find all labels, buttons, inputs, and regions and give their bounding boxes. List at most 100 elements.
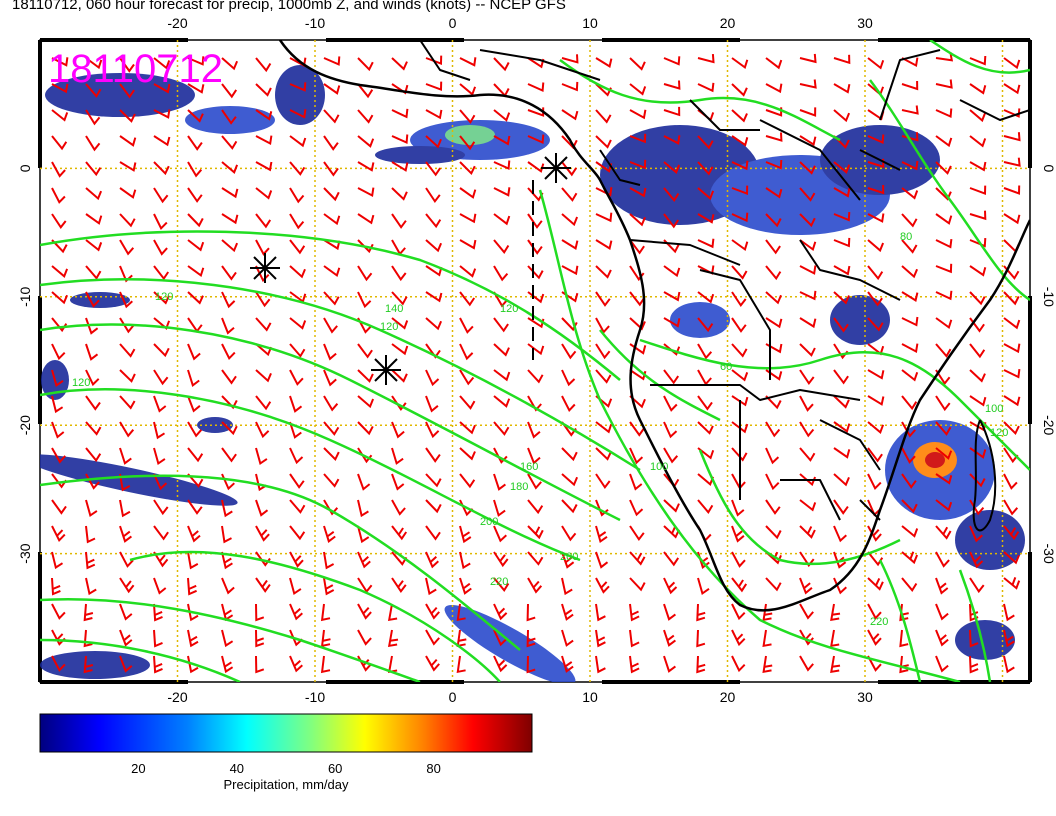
wind-barb xyxy=(969,655,979,674)
wind-barb xyxy=(663,106,681,117)
wind-barb xyxy=(119,395,136,410)
wind-barb xyxy=(867,184,885,195)
wind-barb xyxy=(187,161,203,178)
wind-barb xyxy=(526,603,536,622)
wind-barb xyxy=(85,83,102,98)
wind-barb xyxy=(935,369,951,386)
wind-barb xyxy=(561,81,579,92)
wind-barb xyxy=(357,57,374,72)
wind-barb xyxy=(221,499,233,518)
wind-barb xyxy=(731,212,749,223)
lon-tick-label-bottom: -20 xyxy=(167,689,187,705)
wind-barb xyxy=(629,655,640,674)
wind-barb xyxy=(153,57,171,70)
wind-barb xyxy=(289,473,305,489)
wind-barb xyxy=(119,161,137,172)
wind-barb xyxy=(323,369,337,387)
wind-barb xyxy=(629,265,645,282)
wind-barb xyxy=(391,265,407,282)
wind-barb xyxy=(663,629,676,647)
wind-barb xyxy=(425,473,442,488)
wind-barb xyxy=(969,369,986,383)
wind-barb xyxy=(119,473,131,492)
wind-barb xyxy=(527,239,543,255)
wind-barb xyxy=(799,447,816,462)
wind-barb xyxy=(969,185,987,196)
wind-barb xyxy=(799,187,816,202)
wind-barb xyxy=(935,655,949,673)
wind-barb xyxy=(459,421,476,435)
wind-barb xyxy=(1003,473,1018,490)
wind-barb xyxy=(527,369,544,384)
wind-barb xyxy=(51,447,66,464)
wind-barb xyxy=(969,135,987,148)
wind-barb xyxy=(527,447,541,465)
wind-barb xyxy=(85,265,102,280)
wind-barb xyxy=(493,213,511,226)
wind-barb xyxy=(1003,603,1015,622)
wind-barb xyxy=(799,161,816,175)
wind-barb xyxy=(527,213,543,229)
wind-barb xyxy=(833,369,849,385)
wind-barb xyxy=(799,499,817,512)
contour-label: 60 xyxy=(720,361,732,373)
wind-barb xyxy=(221,109,237,125)
wind-barb xyxy=(459,57,477,67)
wind-barb xyxy=(765,187,783,199)
wind-barb xyxy=(289,577,302,596)
wind-barb xyxy=(595,499,609,517)
wind-barb xyxy=(255,265,270,283)
wind-barb xyxy=(289,317,307,330)
wind-barb xyxy=(833,237,851,248)
wind-barb xyxy=(901,395,918,411)
wind-barb xyxy=(901,577,918,593)
wind-barb xyxy=(289,395,303,413)
wind-barb xyxy=(867,421,885,434)
lon-tick-label-top: 30 xyxy=(857,15,873,31)
asterisk-marker-icon xyxy=(250,253,280,283)
wind-barb xyxy=(153,369,169,386)
wind-barb xyxy=(391,317,409,330)
precip-area xyxy=(445,125,495,145)
wind-barb xyxy=(51,343,66,361)
wind-barb xyxy=(391,369,408,383)
wind-barb xyxy=(629,629,640,648)
wind-barb xyxy=(51,369,64,388)
wind-barb xyxy=(85,317,99,335)
wind-barb xyxy=(153,109,171,119)
wind-barb xyxy=(153,187,169,204)
lat-tick-label-left: -30 xyxy=(17,543,33,563)
wind-barb xyxy=(561,629,574,647)
wind-barb xyxy=(595,265,612,279)
wind-barb xyxy=(459,291,476,307)
wind-barb xyxy=(323,213,341,226)
wind-barb xyxy=(85,187,103,201)
wind-barb xyxy=(561,317,578,332)
madagascar-coastline xyxy=(972,419,997,532)
wind-barb xyxy=(731,629,746,647)
wind-barb xyxy=(935,161,952,175)
wind-barb xyxy=(51,655,66,672)
wind-barb xyxy=(663,317,681,328)
contour-label: 120 xyxy=(155,291,173,303)
wind-barb xyxy=(323,447,340,461)
wind-barb xyxy=(561,499,578,514)
wind-barb xyxy=(425,317,443,331)
wind-barb xyxy=(629,213,646,227)
lon-tick-label-bottom: 30 xyxy=(857,689,873,705)
wind-barb xyxy=(51,395,64,414)
wind-barb xyxy=(969,161,987,172)
wind-barb xyxy=(119,291,133,309)
height-contour xyxy=(40,230,621,381)
wind-barb xyxy=(187,239,205,252)
frame-bars xyxy=(38,38,1032,684)
precip-area xyxy=(830,295,890,345)
wind-barb xyxy=(425,187,441,204)
wind-barb xyxy=(527,134,545,144)
wind-barb xyxy=(901,187,919,200)
wind-barb xyxy=(561,551,575,569)
wind-barb xyxy=(221,317,235,335)
contour-label: 160 xyxy=(520,461,538,473)
wind-barb xyxy=(323,317,338,334)
wind-barb xyxy=(561,265,579,276)
